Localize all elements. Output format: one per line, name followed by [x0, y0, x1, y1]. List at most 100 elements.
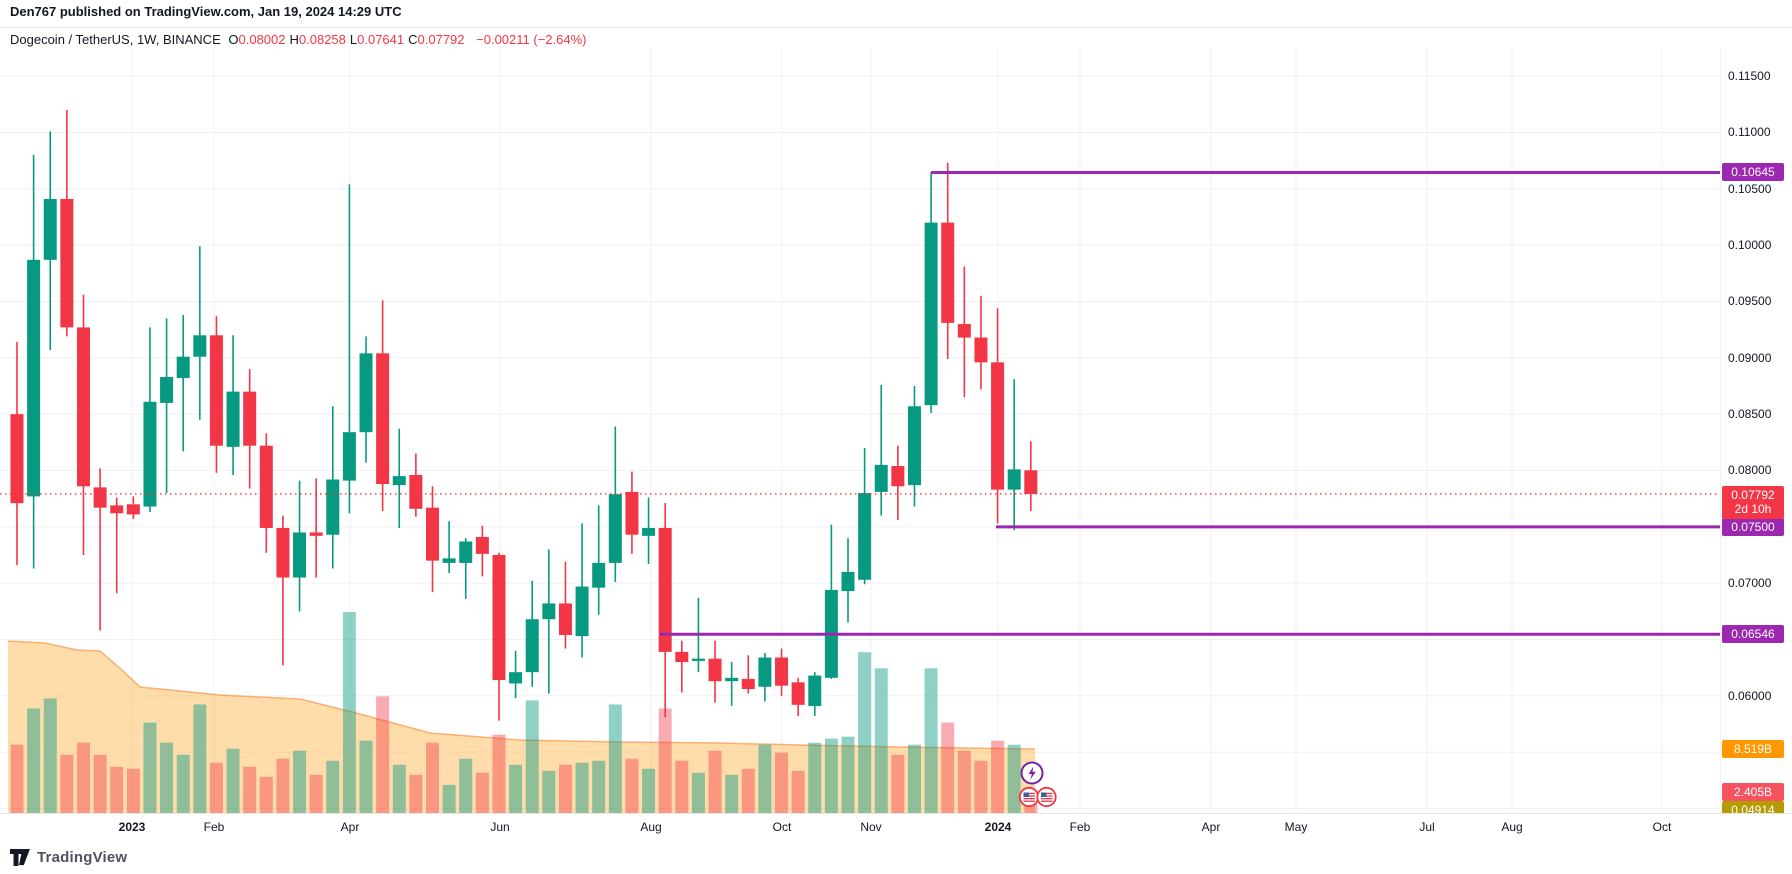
volume-bar — [775, 752, 789, 813]
symbol-title[interactable]: Dogecoin / TetherUS, 1W, BINANCE — [10, 32, 221, 47]
volume-bar — [941, 722, 955, 813]
candle-body — [991, 362, 1005, 490]
candle-body — [675, 651, 689, 663]
candle-body — [608, 494, 622, 563]
time-tick-label: Jun — [490, 820, 510, 834]
candle-body — [243, 391, 257, 446]
volume-bar — [791, 770, 805, 813]
bar-countdown: 2d 10h — [1734, 501, 1772, 516]
price-tick-label: 0.10000 — [1728, 238, 1772, 253]
candle-body — [392, 476, 406, 486]
candle-body — [791, 682, 805, 705]
volume-bar — [10, 744, 24, 813]
time-tick-label: Apr — [1201, 820, 1221, 834]
candle-body — [259, 445, 273, 528]
current-price-label: 0.07792 2d 10h — [1722, 485, 1784, 519]
volume-bar — [758, 744, 772, 813]
level-price-label: 0.10645 — [1722, 163, 1784, 182]
volume-bar — [76, 742, 90, 813]
ohlc-key: L — [349, 32, 358, 47]
candle-body — [76, 327, 90, 487]
price-tick-label: 0.11500 — [1728, 69, 1771, 84]
candle-body — [143, 401, 157, 507]
candle-body — [741, 678, 755, 690]
level-price-label: 0.06546 — [1722, 625, 1784, 644]
current-price-value: 0.07792 — [1731, 487, 1775, 502]
candle-body — [941, 222, 955, 323]
candle-body — [525, 619, 539, 673]
footer: TradingView — [0, 841, 1792, 874]
candle-body — [293, 532, 307, 578]
volume-bar — [176, 754, 190, 813]
candle-body — [691, 658, 705, 661]
time-tick-label: May — [1284, 820, 1308, 834]
volume-bar — [924, 668, 938, 813]
candle-body — [907, 406, 921, 486]
price-tick-label: 0.09500 — [1728, 294, 1772, 309]
volume-bar — [276, 758, 290, 813]
candle-body — [891, 465, 905, 487]
candle-body — [758, 657, 772, 687]
price-tick-label: 0.09000 — [1728, 350, 1772, 365]
candle-body — [93, 487, 107, 508]
volume-bar — [575, 762, 589, 813]
symbol-legend[interactable]: Dogecoin / TetherUS, 1W, BINANCE O0.0800… — [10, 32, 590, 47]
volume-bar — [991, 740, 1005, 813]
price-tick-label: 0.07000 — [1728, 576, 1772, 591]
candle-body — [642, 527, 656, 536]
volume-bar — [475, 772, 489, 813]
volume-bar — [808, 742, 822, 813]
time-axis[interactable]: 2023 Feb Apr Jun Aug Oct Nov 2024 Feb Apr May Jul Au… — [0, 813, 1792, 842]
time-tick-label: Oct — [772, 820, 792, 834]
volume-bar — [658, 708, 672, 813]
time-tick-label: Aug — [1501, 820, 1523, 834]
change-value: −0.00211 (−2.64%) — [476, 32, 587, 47]
candle-body — [426, 507, 439, 561]
candle-body — [309, 532, 323, 536]
candle-body — [359, 353, 373, 433]
tradingview-logo-text: TradingView — [37, 849, 128, 866]
volume-bar — [110, 766, 124, 813]
volume-bar — [442, 784, 456, 813]
candle-body — [27, 259, 41, 497]
volume-bar — [426, 742, 439, 813]
volume-ma-edge — [7, 640, 1036, 750]
volume-bar — [27, 708, 41, 813]
volume-bar — [841, 736, 855, 813]
us-flags-mark-icon[interactable] — [1018, 786, 1060, 808]
volume-bar — [725, 774, 739, 813]
volume-bar — [824, 738, 838, 813]
volume-bar — [957, 750, 971, 813]
volume-bar — [492, 734, 506, 813]
volume-bar — [326, 760, 340, 813]
candle-body — [625, 491, 639, 535]
volume-bar — [243, 766, 257, 813]
ohlc-key: C — [408, 32, 418, 47]
lightning-mark-icon[interactable] — [1017, 758, 1047, 788]
candle-body — [209, 335, 223, 446]
volume-bar — [974, 760, 988, 813]
time-tick-label: Jul — [1419, 820, 1435, 834]
candle-body — [160, 376, 174, 403]
volume-bar — [409, 774, 423, 813]
candle-body — [592, 562, 606, 588]
candle-body — [1024, 470, 1038, 494]
tradingview-logo[interactable]: TradingView — [10, 849, 127, 866]
candle-body — [775, 657, 789, 686]
ohlc-value: 0.07641 — [357, 32, 405, 47]
tradingview-logo-icon — [10, 849, 30, 866]
volume-bar — [625, 758, 639, 813]
volume-bar — [309, 774, 323, 813]
candle-body — [725, 677, 739, 682]
candle-body — [874, 464, 888, 492]
time-tick-label: Nov — [860, 820, 882, 834]
candle-body — [376, 353, 390, 485]
candle-body — [409, 475, 423, 509]
volume-bar — [359, 740, 373, 813]
price-axis[interactable]: 0.11500 0.11000 0.10500 0.10000 0.09500 0.090… — [1720, 48, 1792, 813]
candle-body — [475, 536, 489, 554]
volume-bar — [293, 750, 307, 813]
candle-body — [60, 198, 74, 328]
volume-bar — [209, 762, 223, 813]
